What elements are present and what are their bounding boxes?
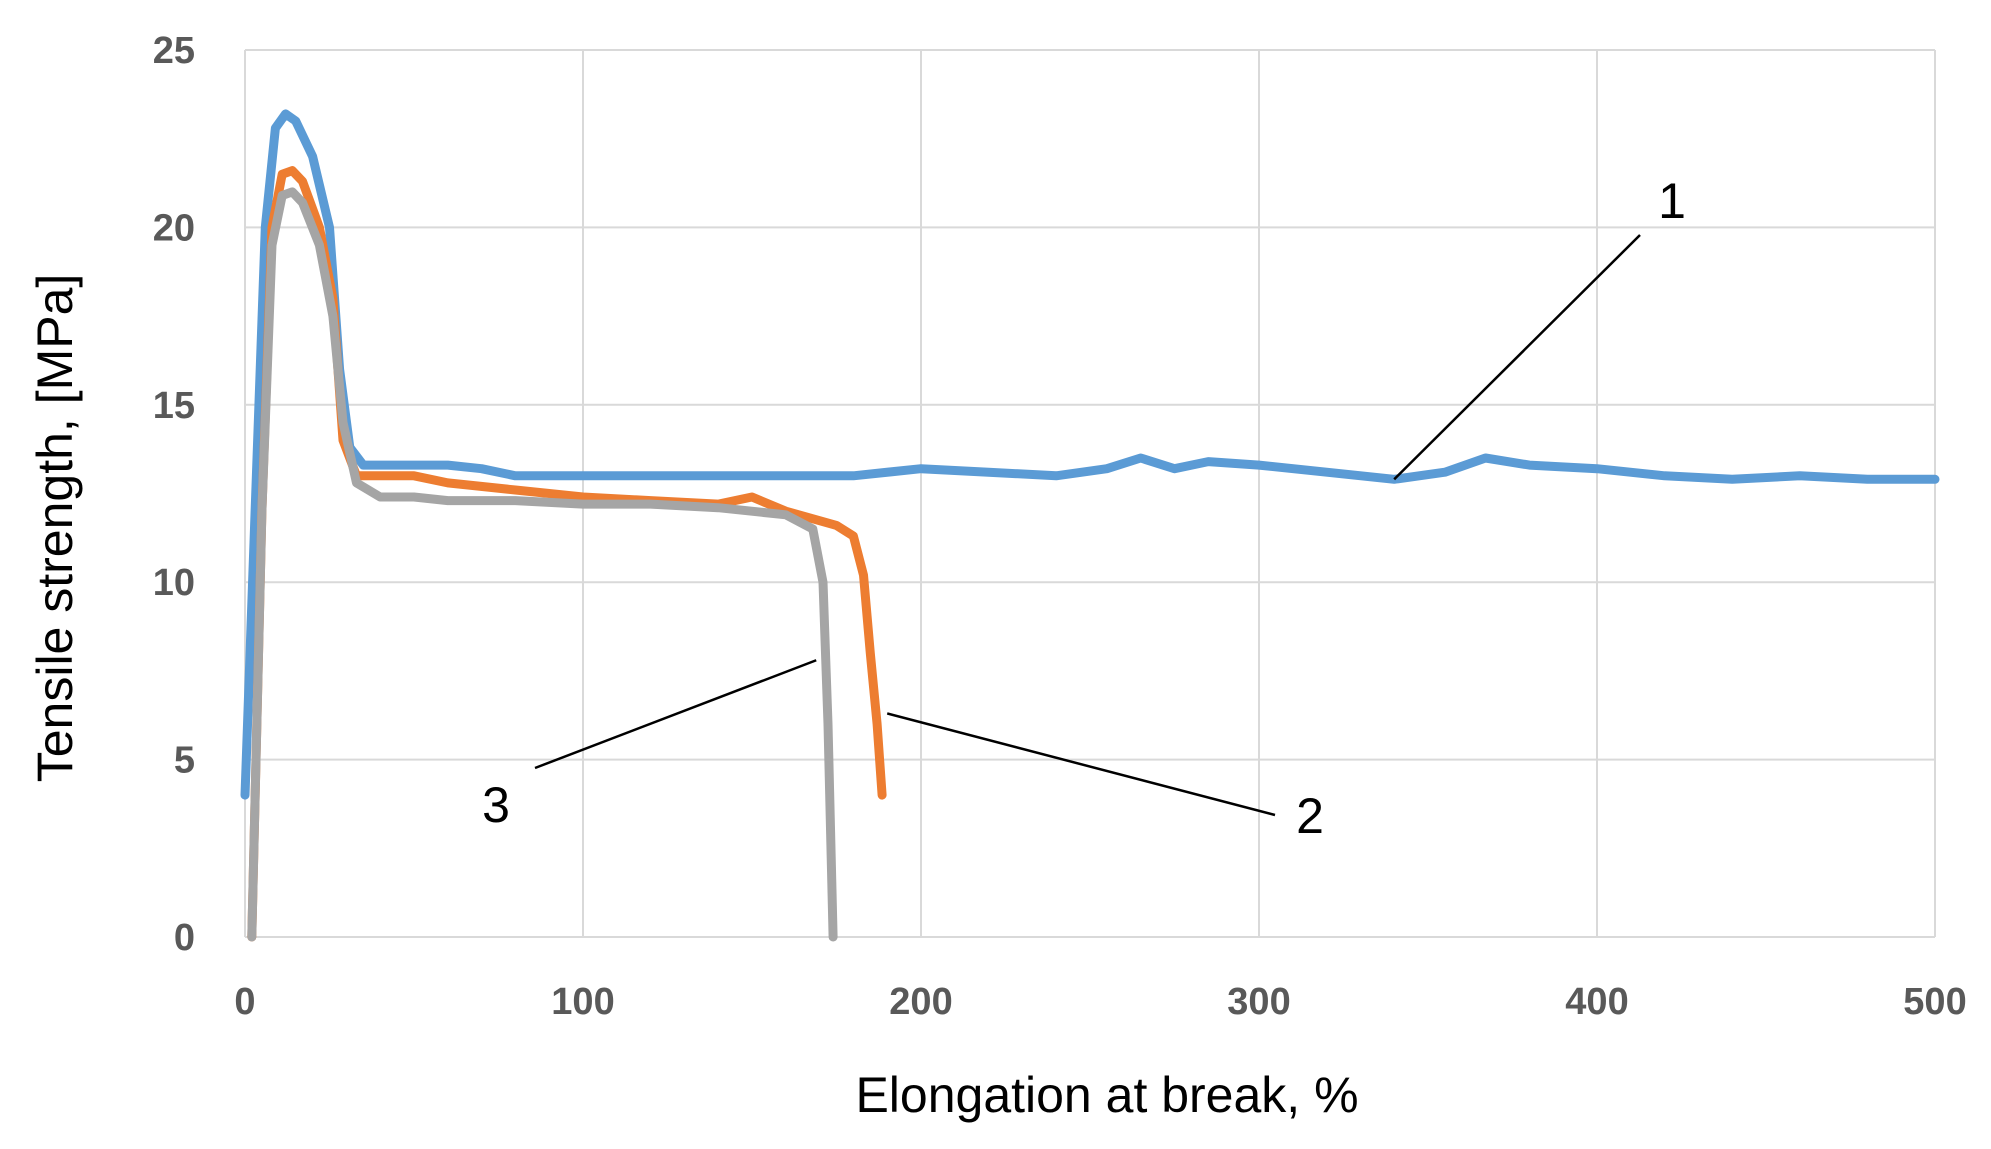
tick-labels: 0 5 10 15 20 25 0 100 200 300 400 500 xyxy=(153,30,1967,1023)
y-tick-label: 20 xyxy=(153,207,195,249)
callout-leader-3 xyxy=(534,659,817,770)
y-tick-label: 25 xyxy=(153,30,195,72)
y-tick-label: 15 xyxy=(153,385,195,427)
grid xyxy=(244,49,1936,938)
x-tick-label: 100 xyxy=(551,981,614,1023)
callout-label-2: 2 xyxy=(1296,788,1324,844)
y-tick-label: 0 xyxy=(174,917,195,959)
callout-label-3: 3 xyxy=(482,777,510,833)
x-tick-label: 500 xyxy=(1903,981,1966,1023)
callout-label-1: 1 xyxy=(1658,173,1686,229)
series-line-1 xyxy=(240,109,1940,800)
series-line-2 xyxy=(247,166,887,942)
y-axis-title: Tensile strength, [MPa] xyxy=(27,274,83,783)
y-tick-label: 5 xyxy=(174,740,195,782)
series-group xyxy=(240,109,1940,942)
y-tick-label: 10 xyxy=(153,562,195,604)
callouts: 1 2 3 xyxy=(482,173,1686,844)
x-tick-label: 300 xyxy=(1227,981,1290,1023)
series-line-3 xyxy=(247,187,838,942)
x-tick-label: 0 xyxy=(234,981,255,1023)
x-tick-label: 200 xyxy=(889,981,952,1023)
x-axis-title: Elongation at break, % xyxy=(855,1067,1358,1123)
callout-leader-1 xyxy=(1393,234,1641,481)
x-tick-label: 400 xyxy=(1565,981,1628,1023)
callout-leader-2 xyxy=(886,712,1276,817)
